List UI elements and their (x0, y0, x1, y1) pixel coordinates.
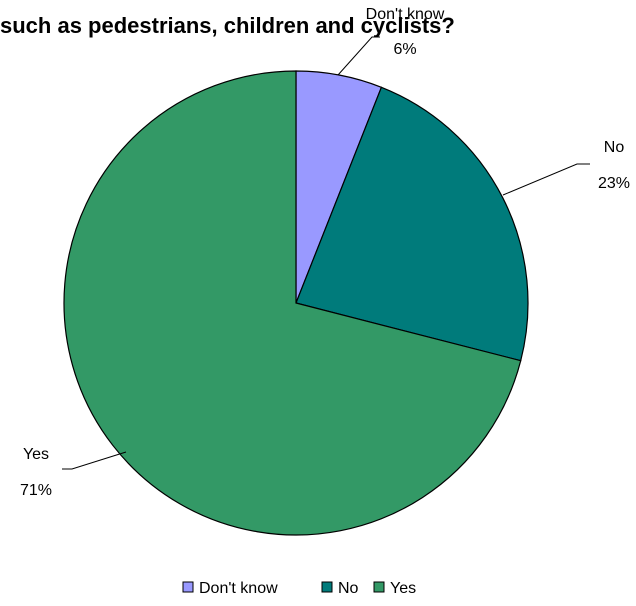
data-labels: Don't know 6% No 23% Yes 71% (20, 6, 630, 499)
pie-slice-no (295, 86, 529, 362)
data-label-value: 71% (20, 482, 52, 499)
leader-line (62, 451, 127, 470)
legend: Don't know No Yes (182, 580, 416, 597)
leader-line (502, 163, 590, 196)
chart-title: such as pedestrians, children and cyclis… (0, 13, 455, 38)
legend-label: No (338, 580, 359, 597)
leader-line (337, 36, 380, 76)
data-label-name: Yes (23, 446, 49, 463)
legend-label: Yes (390, 580, 416, 597)
legend-label: Don't know (199, 580, 278, 597)
legend-swatch (182, 581, 194, 593)
pie-slices (63, 70, 529, 536)
data-label-name: No (604, 139, 625, 156)
pie-slice-yes (63, 70, 522, 536)
legend-swatch (321, 581, 333, 593)
leader-lines (62, 36, 590, 470)
data-label-value: 6% (393, 41, 416, 58)
data-label-value: 23% (598, 175, 630, 192)
legend-swatch (373, 581, 385, 593)
data-label-name: Don't know (366, 6, 445, 23)
